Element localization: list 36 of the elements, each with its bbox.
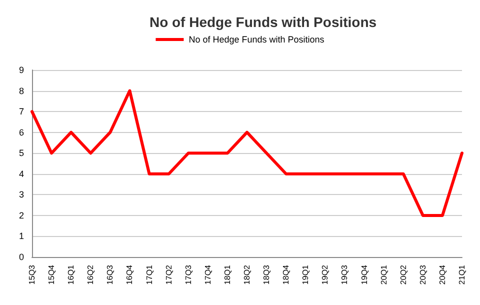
x-tick-label: 17Q2 <box>164 264 174 285</box>
x-tick-label: 20Q4 <box>438 264 447 285</box>
x-tick-label: 16Q1 <box>66 264 76 285</box>
y-tick-label: 7 <box>18 106 24 117</box>
line-series <box>30 89 464 217</box>
x-tick-label: 20Q2 <box>398 264 408 285</box>
x-tick-label: 18Q2 <box>242 264 252 285</box>
x-tick-label: 19Q2 <box>320 264 330 285</box>
x-tick-label: 18Q4 <box>282 264 291 285</box>
x-tick-label: 19Q1 <box>301 264 310 285</box>
y-tick-label: 4 <box>18 168 24 179</box>
x-tick-label: 20Q1 <box>379 264 388 285</box>
x-tick-label: 16Q4 <box>125 264 134 285</box>
x-tick-label: 16Q3 <box>106 264 115 285</box>
y-tick-label: 1 <box>18 231 24 242</box>
y-tick-label: 6 <box>18 127 24 138</box>
y-tick-label: 8 <box>18 86 24 96</box>
x-tick-label: 15Q4 <box>47 264 56 285</box>
legend-label: No of Hedge Funds with Positions <box>188 34 325 44</box>
y-tick-label: 3 <box>18 190 24 200</box>
x-tick-label: 16Q2 <box>86 264 96 285</box>
y-tick-label: 9 <box>18 65 24 75</box>
x-tick-label: 15Q3 <box>28 264 36 285</box>
x-tick-label: 19Q4 <box>360 264 369 285</box>
y-tick-label: 5 <box>18 148 24 158</box>
x-tick-label: 19Q3 <box>340 264 350 285</box>
x-tick-label: 17Q3 <box>184 264 193 285</box>
y-tick-label: 2 <box>18 210 24 220</box>
chart-title: No of Hedge Funds with Positions <box>149 14 377 30</box>
x-tick-label: 17Q4 <box>203 264 212 285</box>
x-tick-label: 18Q1 <box>222 264 232 285</box>
x-tick-label: 17Q1 <box>144 264 154 285</box>
y-tick-label: 0 <box>18 252 24 262</box>
x-tick-label: 18Q3 <box>262 264 272 285</box>
x-tick-label: 21Q1 <box>458 264 466 285</box>
x-tick-label: 20Q3 <box>418 264 428 285</box>
